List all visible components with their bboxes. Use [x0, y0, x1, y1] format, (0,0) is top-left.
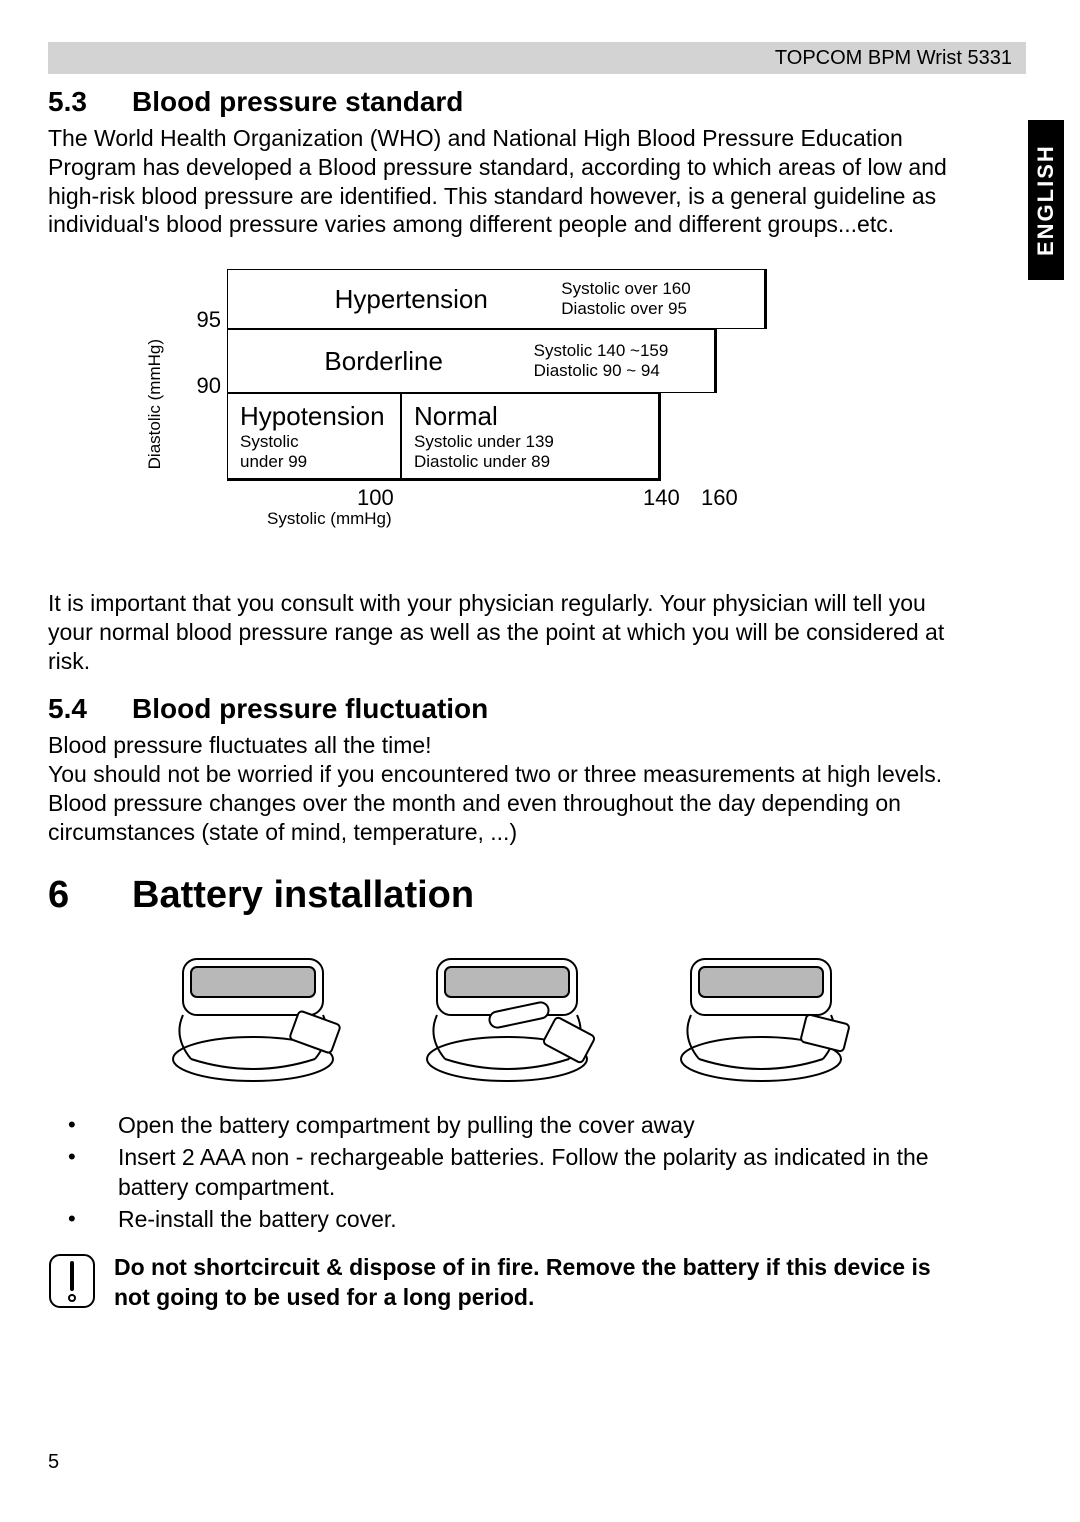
cell-sub: Systolic over 160 — [561, 279, 690, 298]
cell-title: Hypotension — [240, 401, 388, 432]
cell-sub: Diastolic 90 ~ 94 — [534, 361, 660, 380]
cell-hypotension: Hypotension Systolic under 99 — [227, 393, 401, 481]
battery-fig-2 — [397, 929, 617, 1089]
section-5-3-heading: 5.3Blood pressure standard — [48, 86, 966, 118]
header-bar: TOPCOM BPM Wrist 5331 — [48, 42, 1026, 74]
cell-hypertension: Hypertension Systolic over 160 Diastolic… — [227, 269, 767, 329]
section-5-4-para: Blood pressure fluctuates all the time! … — [48, 731, 966, 846]
cell-sub: Systolic under 139 — [414, 432, 646, 452]
cell-sub: Diastolic under 89 — [414, 452, 646, 472]
chapter-6-heading: 6Battery installation — [48, 874, 966, 917]
chart-grid: Hypertension Systolic over 160 Diastolic… — [227, 269, 817, 481]
x-tick: 100 — [357, 485, 394, 511]
y-axis-label: Diastolic (mmHg) — [145, 339, 165, 469]
chapter-title: Battery installation — [132, 874, 474, 916]
section-number: 5.3 — [48, 86, 132, 118]
cell-title: Normal — [414, 401, 646, 432]
cell-borderline: Borderline Systolic 140 ~159 Diastolic 9… — [227, 329, 717, 393]
cell-sub: Systolic 140 ~159 — [534, 341, 669, 360]
page-content: 5.3Blood pressure standard The World Hea… — [48, 86, 966, 1313]
battery-figures — [48, 929, 966, 1089]
section-5-3-para: The World Health Organization (WHO) and … — [48, 124, 966, 239]
x-axis-label: Systolic (mmHg) — [267, 509, 392, 529]
warning-block: Do not shortcircuit & dispose of in fire… — [48, 1253, 966, 1313]
section-title: Blood pressure fluctuation — [132, 693, 488, 724]
warning-icon — [48, 1253, 96, 1309]
y-tick: 90 — [181, 373, 221, 399]
battery-instructions: Open the battery compartment by pulling … — [48, 1111, 966, 1235]
list-item: Open the battery compartment by pulling … — [48, 1111, 966, 1141]
list-item: Re-install the battery cover. — [48, 1205, 966, 1235]
section-5-3-post-para: It is important that you consult with yo… — [48, 589, 966, 675]
bp-chart: Diastolic (mmHg) 95 90 Hypertension Syst… — [177, 269, 837, 549]
x-tick: 160 — [701, 485, 738, 511]
battery-fig-1 — [143, 929, 363, 1089]
cell-title: Borderline — [274, 346, 494, 377]
cell-sub: Systolic — [240, 432, 388, 452]
cell-sub: Diastolic over 95 — [561, 299, 687, 318]
language-tab: ENGLISH — [1028, 120, 1064, 280]
section-5-4-heading: 5.4Blood pressure fluctuation — [48, 693, 966, 725]
warning-text: Do not shortcircuit & dispose of in fire… — [114, 1253, 966, 1313]
cell-normal: Normal Systolic under 139 Diastolic unde… — [401, 393, 661, 481]
page-number: 5 — [48, 1451, 59, 1474]
list-item: Insert 2 AAA non - rechargeable batterie… — [48, 1143, 966, 1203]
product-name: TOPCOM BPM Wrist 5331 — [775, 47, 1012, 70]
cell-sub: under 99 — [240, 452, 388, 472]
y-tick: 95 — [181, 307, 221, 333]
battery-fig-3 — [651, 929, 871, 1089]
section-number: 5.4 — [48, 693, 132, 725]
section-title: Blood pressure standard — [132, 86, 463, 117]
chapter-number: 6 — [48, 874, 132, 917]
x-tick: 140 — [643, 485, 680, 511]
cell-title: Hypertension — [301, 284, 521, 315]
